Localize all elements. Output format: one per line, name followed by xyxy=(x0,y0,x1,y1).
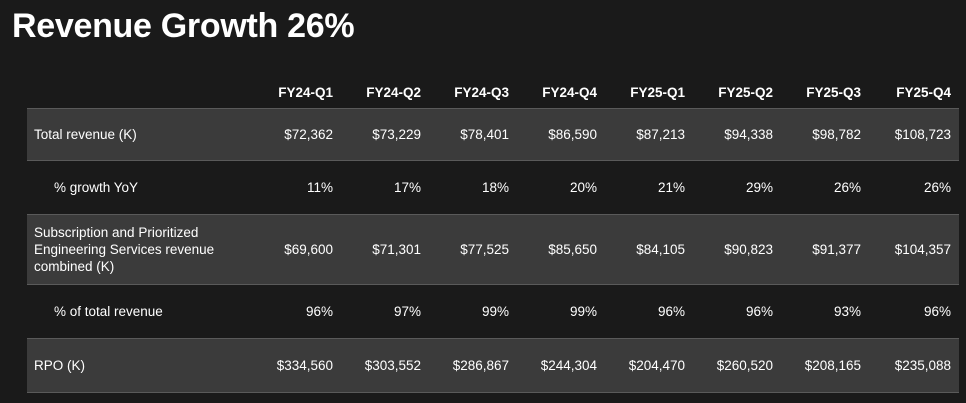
row-label: RPO (K) xyxy=(27,338,253,393)
row-total-revenue: Total revenue (K) $72,362 $73,229 $78,40… xyxy=(27,108,959,161)
row-label: Total revenue (K) xyxy=(27,108,253,161)
table-cell: $85,650 xyxy=(517,214,605,285)
table-cell: $260,520 xyxy=(693,338,781,393)
table-cell: 99% xyxy=(517,284,605,339)
table-cell: $71,301 xyxy=(341,214,429,285)
table-cell: 18% xyxy=(429,160,517,215)
row-label: Subscription and Prioritized Engineering… xyxy=(27,214,253,285)
table-cell: $303,552 xyxy=(341,338,429,393)
table-cell: $235,088 xyxy=(869,338,959,393)
table-cell: 96% xyxy=(869,284,959,339)
row-rpo: RPO (K) $334,560 $303,552 $286,867 $244,… xyxy=(27,338,959,393)
table-cell: $244,304 xyxy=(517,338,605,393)
header-cell-fy24-q1: FY24-Q1 xyxy=(278,84,333,100)
header-row: FY24-Q1 FY24-Q2 FY24-Q3 FY24-Q4 FY25-Q1 … xyxy=(27,76,959,109)
table-cell: $108,723 xyxy=(869,108,959,161)
table-cell: 29% xyxy=(693,160,781,215)
slide-title: Revenue Growth 26% xyxy=(12,7,355,45)
table-cell: $208,165 xyxy=(781,338,869,393)
table-cell: 26% xyxy=(869,160,959,215)
table-cell: 96% xyxy=(605,284,693,339)
header-cell-fy25-q1: FY25-Q1 xyxy=(630,84,685,100)
table-cell: 96% xyxy=(253,284,341,339)
header-cell-fy24-q2: FY24-Q2 xyxy=(366,84,421,100)
table-cell: 20% xyxy=(517,160,605,215)
table-cell: 93% xyxy=(781,284,869,339)
table-cell: $73,229 xyxy=(341,108,429,161)
header-cell-fy25-q2: FY25-Q2 xyxy=(718,84,773,100)
table-cell: $334,560 xyxy=(253,338,341,393)
row-subscription-revenue: Subscription and Prioritized Engineering… xyxy=(27,214,959,285)
header-cell-fy25-q3: FY25-Q3 xyxy=(806,84,861,100)
table-cell: $78,401 xyxy=(429,108,517,161)
table-cell: $90,823 xyxy=(693,214,781,285)
row-percent-total-revenue: % of total revenue 96% 97% 99% 99% 96% 9… xyxy=(27,284,959,339)
row-label: % growth YoY xyxy=(27,160,253,215)
table-cell: $87,213 xyxy=(605,108,693,161)
table-cell: $77,525 xyxy=(429,214,517,285)
table-cell: $91,377 xyxy=(781,214,869,285)
row-growth-yoy: % growth YoY 11% 17% 18% 20% 21% 29% 26%… xyxy=(27,160,959,215)
table-cell: $286,867 xyxy=(429,338,517,393)
table-cell: 99% xyxy=(429,284,517,339)
table-cell: $204,470 xyxy=(605,338,693,393)
table-cell: $69,600 xyxy=(253,214,341,285)
revenue-table: FY24-Q1 FY24-Q2 FY24-Q3 FY24-Q4 FY25-Q1 … xyxy=(27,76,959,393)
table-cell: 26% xyxy=(781,160,869,215)
table-cell: $94,338 xyxy=(693,108,781,161)
table-cell: $104,357 xyxy=(869,214,959,285)
table-cell: $84,105 xyxy=(605,214,693,285)
row-label: % of total revenue xyxy=(27,284,253,339)
header-cell-fy25-q4: FY25-Q4 xyxy=(896,84,951,100)
header-cell-fy24-q4: FY24-Q4 xyxy=(542,84,597,100)
table-cell: 17% xyxy=(341,160,429,215)
table-cell: $86,590 xyxy=(517,108,605,161)
table-cell: $72,362 xyxy=(253,108,341,161)
table-cell: 21% xyxy=(605,160,693,215)
table-cell: 96% xyxy=(693,284,781,339)
table-cell: 97% xyxy=(341,284,429,339)
header-label-cell xyxy=(27,76,253,109)
table-cell: 11% xyxy=(253,160,341,215)
header-cell-fy24-q3: FY24-Q3 xyxy=(454,84,509,100)
table-cell: $98,782 xyxy=(781,108,869,161)
